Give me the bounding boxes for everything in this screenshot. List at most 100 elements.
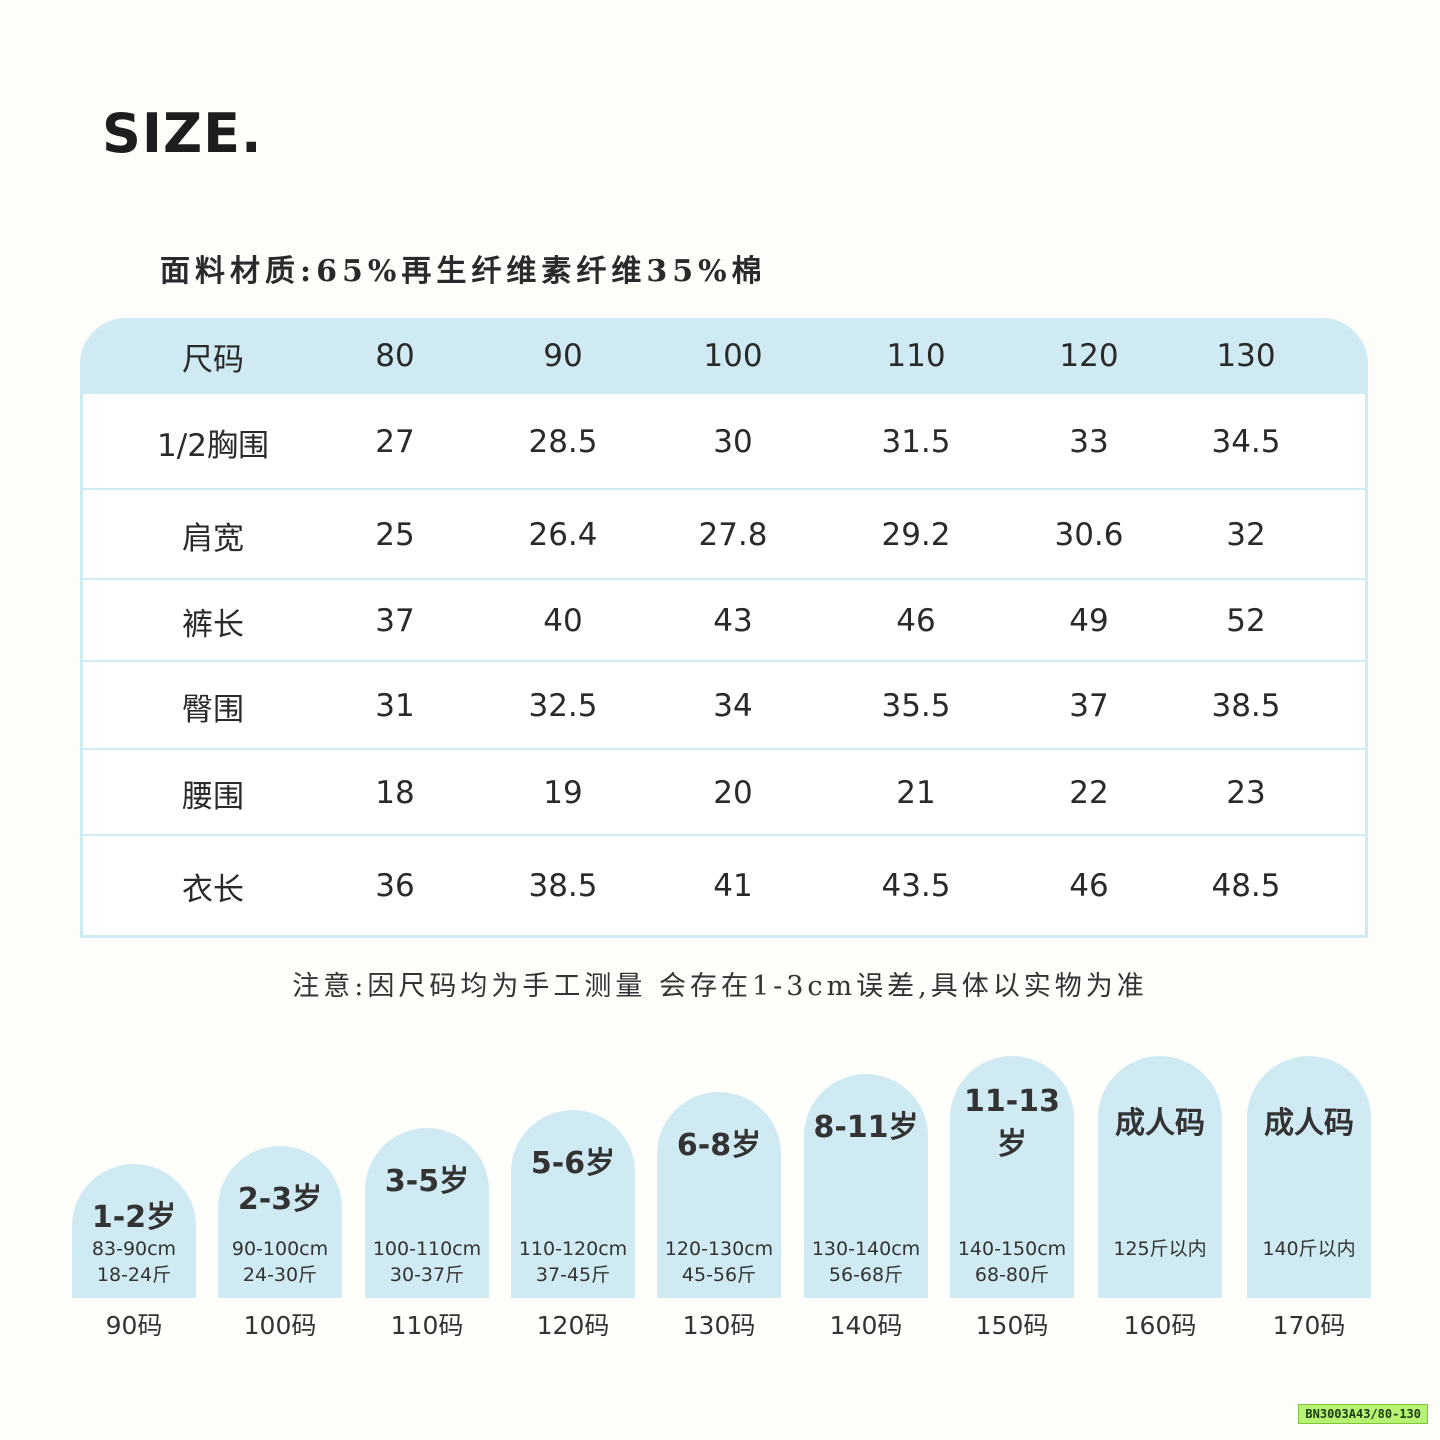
size-guide-info: 110-120cm 37-45斤 xyxy=(511,1236,635,1288)
size-value: 90 xyxy=(543,338,583,374)
weight-range: 30-37斤 xyxy=(389,1264,465,1286)
size-guide-info: 130-140cm 56-68斤 xyxy=(804,1236,928,1288)
size-guide-info: 140斤以内 xyxy=(1247,1236,1371,1262)
age-range: 11-13岁 xyxy=(964,1084,1060,1162)
measurement-note: 注意:因尺码均为手工测量 会存在1-3cm误差,具体以实物为准 xyxy=(292,971,1148,1002)
size-code: 130码 xyxy=(682,1311,756,1340)
size-value: 35.5 xyxy=(881,688,951,724)
size-code: 90码 xyxy=(105,1311,163,1340)
size-value: 21 xyxy=(896,775,936,811)
table-row: 衣长 36 38.5 41 43.5 46 48.5 xyxy=(83,836,1365,935)
height-range: 140斤以内 xyxy=(1262,1238,1356,1260)
age-range: 5-6岁 xyxy=(530,1146,616,1181)
age-range: 3-5岁 xyxy=(384,1164,470,1199)
size-guide-card: 8-11岁 130-140cm 56-68斤 xyxy=(804,1074,928,1298)
size-value: 28.5 xyxy=(528,424,598,460)
row-label: 尺码 xyxy=(182,341,244,378)
row-label: 臀围 xyxy=(182,691,244,728)
size-value: 100 xyxy=(703,338,763,374)
size-value: 34 xyxy=(713,688,753,724)
table-row: 腰围 18 19 20 21 22 23 xyxy=(83,750,1365,836)
table-row: 肩宽 25 26.4 27.8 29.2 30.6 32 xyxy=(83,490,1365,580)
table-row: 裤长 37 40 43 46 49 52 xyxy=(83,580,1365,662)
size-value: 52 xyxy=(1226,603,1266,639)
size-guide-card: 6-8岁 120-130cm 45-56斤 xyxy=(657,1092,781,1298)
size-value: 41 xyxy=(713,868,753,904)
size-guide-card: 成人码 140斤以内 xyxy=(1247,1056,1371,1298)
height-range: 100-110cm xyxy=(372,1238,482,1260)
size-value: 36 xyxy=(375,868,415,904)
size-guide-card: 2-3岁 90-100cm 24-30斤 xyxy=(218,1146,342,1298)
size-value: 31 xyxy=(375,688,415,724)
size-value: 32 xyxy=(1226,517,1266,553)
table-row: 1/2胸围 27 28.5 30 31.5 33 34.5 xyxy=(83,394,1365,490)
size-value: 19 xyxy=(543,775,583,811)
size-value: 30 xyxy=(713,424,753,460)
weight-range: 37-45斤 xyxy=(535,1264,611,1286)
row-label: 肩宽 xyxy=(182,520,244,557)
sku-tag: BN3003A43/80-130 xyxy=(1298,1404,1428,1424)
size-value: 38.5 xyxy=(528,868,598,904)
size-value: 27.8 xyxy=(698,517,768,553)
size-value: 120 xyxy=(1059,338,1119,374)
size-value: 110 xyxy=(886,338,946,374)
size-guide-card: 1-2岁 83-90cm 18-24斤 xyxy=(72,1164,196,1298)
size-value: 49 xyxy=(1069,603,1109,639)
size-value: 40 xyxy=(543,603,583,639)
size-value: 29.2 xyxy=(881,517,951,553)
size-guide-card: 成人码 125斤以内 xyxy=(1098,1056,1222,1298)
height-range: 110-120cm xyxy=(518,1238,628,1260)
size-value: 26.4 xyxy=(528,517,598,553)
size-value: 18 xyxy=(375,775,415,811)
age-range: 成人码 xyxy=(1115,1106,1205,1141)
page-title: SIZE. xyxy=(102,102,263,165)
size-value: 22 xyxy=(1069,775,1109,811)
size-table: 尺码 80 90 100 110 120 130 1/2胸围 27 28.5 30 31.5 33 34.… xyxy=(80,318,1368,938)
size-value: 37 xyxy=(1069,688,1109,724)
size-code: 160码 xyxy=(1123,1311,1197,1340)
size-guide-card: 3-5岁 100-110cm 30-37斤 xyxy=(365,1128,489,1298)
height-range: 140-150cm xyxy=(957,1238,1067,1260)
size-value: 20 xyxy=(713,775,753,811)
size-code: 100码 xyxy=(243,1311,317,1340)
weight-range: 56-68斤 xyxy=(828,1264,904,1286)
size-value: 27 xyxy=(375,424,415,460)
size-guide-card: 5-6岁 110-120cm 37-45斤 xyxy=(511,1110,635,1298)
size-value: 33 xyxy=(1069,424,1109,460)
size-value: 25 xyxy=(375,517,415,553)
size-guide-info: 125斤以内 xyxy=(1098,1236,1222,1262)
size-code: 170码 xyxy=(1272,1311,1346,1340)
row-divider xyxy=(83,578,1365,580)
row-label: 腰围 xyxy=(182,778,244,815)
weight-range: 18-24斤 xyxy=(96,1264,172,1286)
size-code: 150码 xyxy=(975,1311,1049,1340)
age-range: 成人码 xyxy=(1264,1106,1354,1141)
row-label: 1/2胸围 xyxy=(157,427,269,464)
table-row: 臀围 31 32.5 34 35.5 37 38.5 xyxy=(83,662,1365,750)
fabric-composition: 面料材质:65%再生纤维素纤维35%棉 xyxy=(160,254,767,289)
row-divider xyxy=(83,748,1365,750)
age-range: 2-3岁 xyxy=(237,1182,323,1217)
row-divider xyxy=(83,660,1365,662)
size-guide-info: 140-150cm 68-80斤 xyxy=(950,1236,1074,1288)
age-range: 1-2岁 xyxy=(91,1200,177,1235)
weight-range: 24-30斤 xyxy=(242,1264,318,1286)
size-value: 32.5 xyxy=(528,688,598,724)
size-guide-info: 90-100cm 24-30斤 xyxy=(218,1236,342,1288)
size-value: 80 xyxy=(375,338,415,374)
size-guide-card: 11-13岁 140-150cm 68-80斤 xyxy=(950,1056,1074,1298)
size-value: 46 xyxy=(1069,868,1109,904)
height-range: 120-130cm xyxy=(664,1238,774,1260)
age-range: 6-8岁 xyxy=(676,1128,762,1163)
weight-range: 68-80斤 xyxy=(974,1264,1050,1286)
table-header: 尺码 80 90 100 110 120 130 xyxy=(83,318,1365,394)
weight-range: 45-56斤 xyxy=(681,1264,757,1286)
height-range: 125斤以内 xyxy=(1113,1238,1207,1260)
size-value: 34.5 xyxy=(1211,424,1281,460)
size-value: 38.5 xyxy=(1211,688,1281,724)
row-label: 衣长 xyxy=(182,871,244,908)
size-code: 140码 xyxy=(829,1311,903,1340)
size-guide-info: 83-90cm 18-24斤 xyxy=(72,1236,196,1288)
size-value: 43 xyxy=(713,603,753,639)
size-code: 120码 xyxy=(536,1311,610,1340)
